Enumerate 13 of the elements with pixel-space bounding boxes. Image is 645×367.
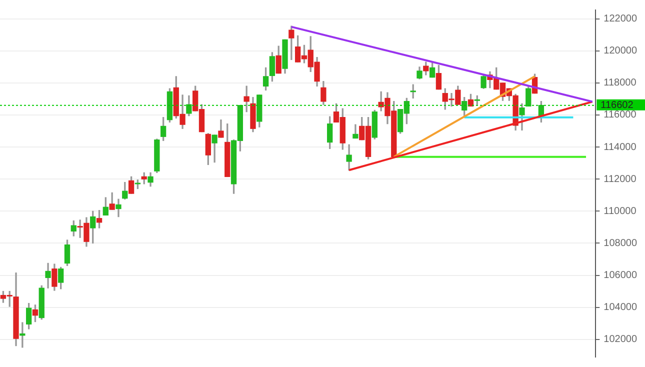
y-tick-label: 102000 — [604, 334, 638, 346]
y-tick-label: 122000 — [604, 14, 638, 25]
ref-line-label: 116602 — [600, 100, 634, 112]
y-tick-label: 118000 — [604, 78, 637, 89]
y-tick-label: 114000 — [604, 142, 637, 153]
y-tick-label: 108000 — [604, 238, 638, 249]
y-tick-label: 116000 — [604, 110, 637, 121]
y-tick-label: 120000 — [604, 46, 638, 57]
y-tick-label: 104000 — [604, 302, 638, 314]
y-tick-label: 110000 — [604, 206, 637, 217]
candlestick — [244, 86, 250, 112]
y-tick-label: 112000 — [604, 174, 637, 185]
y-tick-label: 106000 — [604, 270, 638, 282]
